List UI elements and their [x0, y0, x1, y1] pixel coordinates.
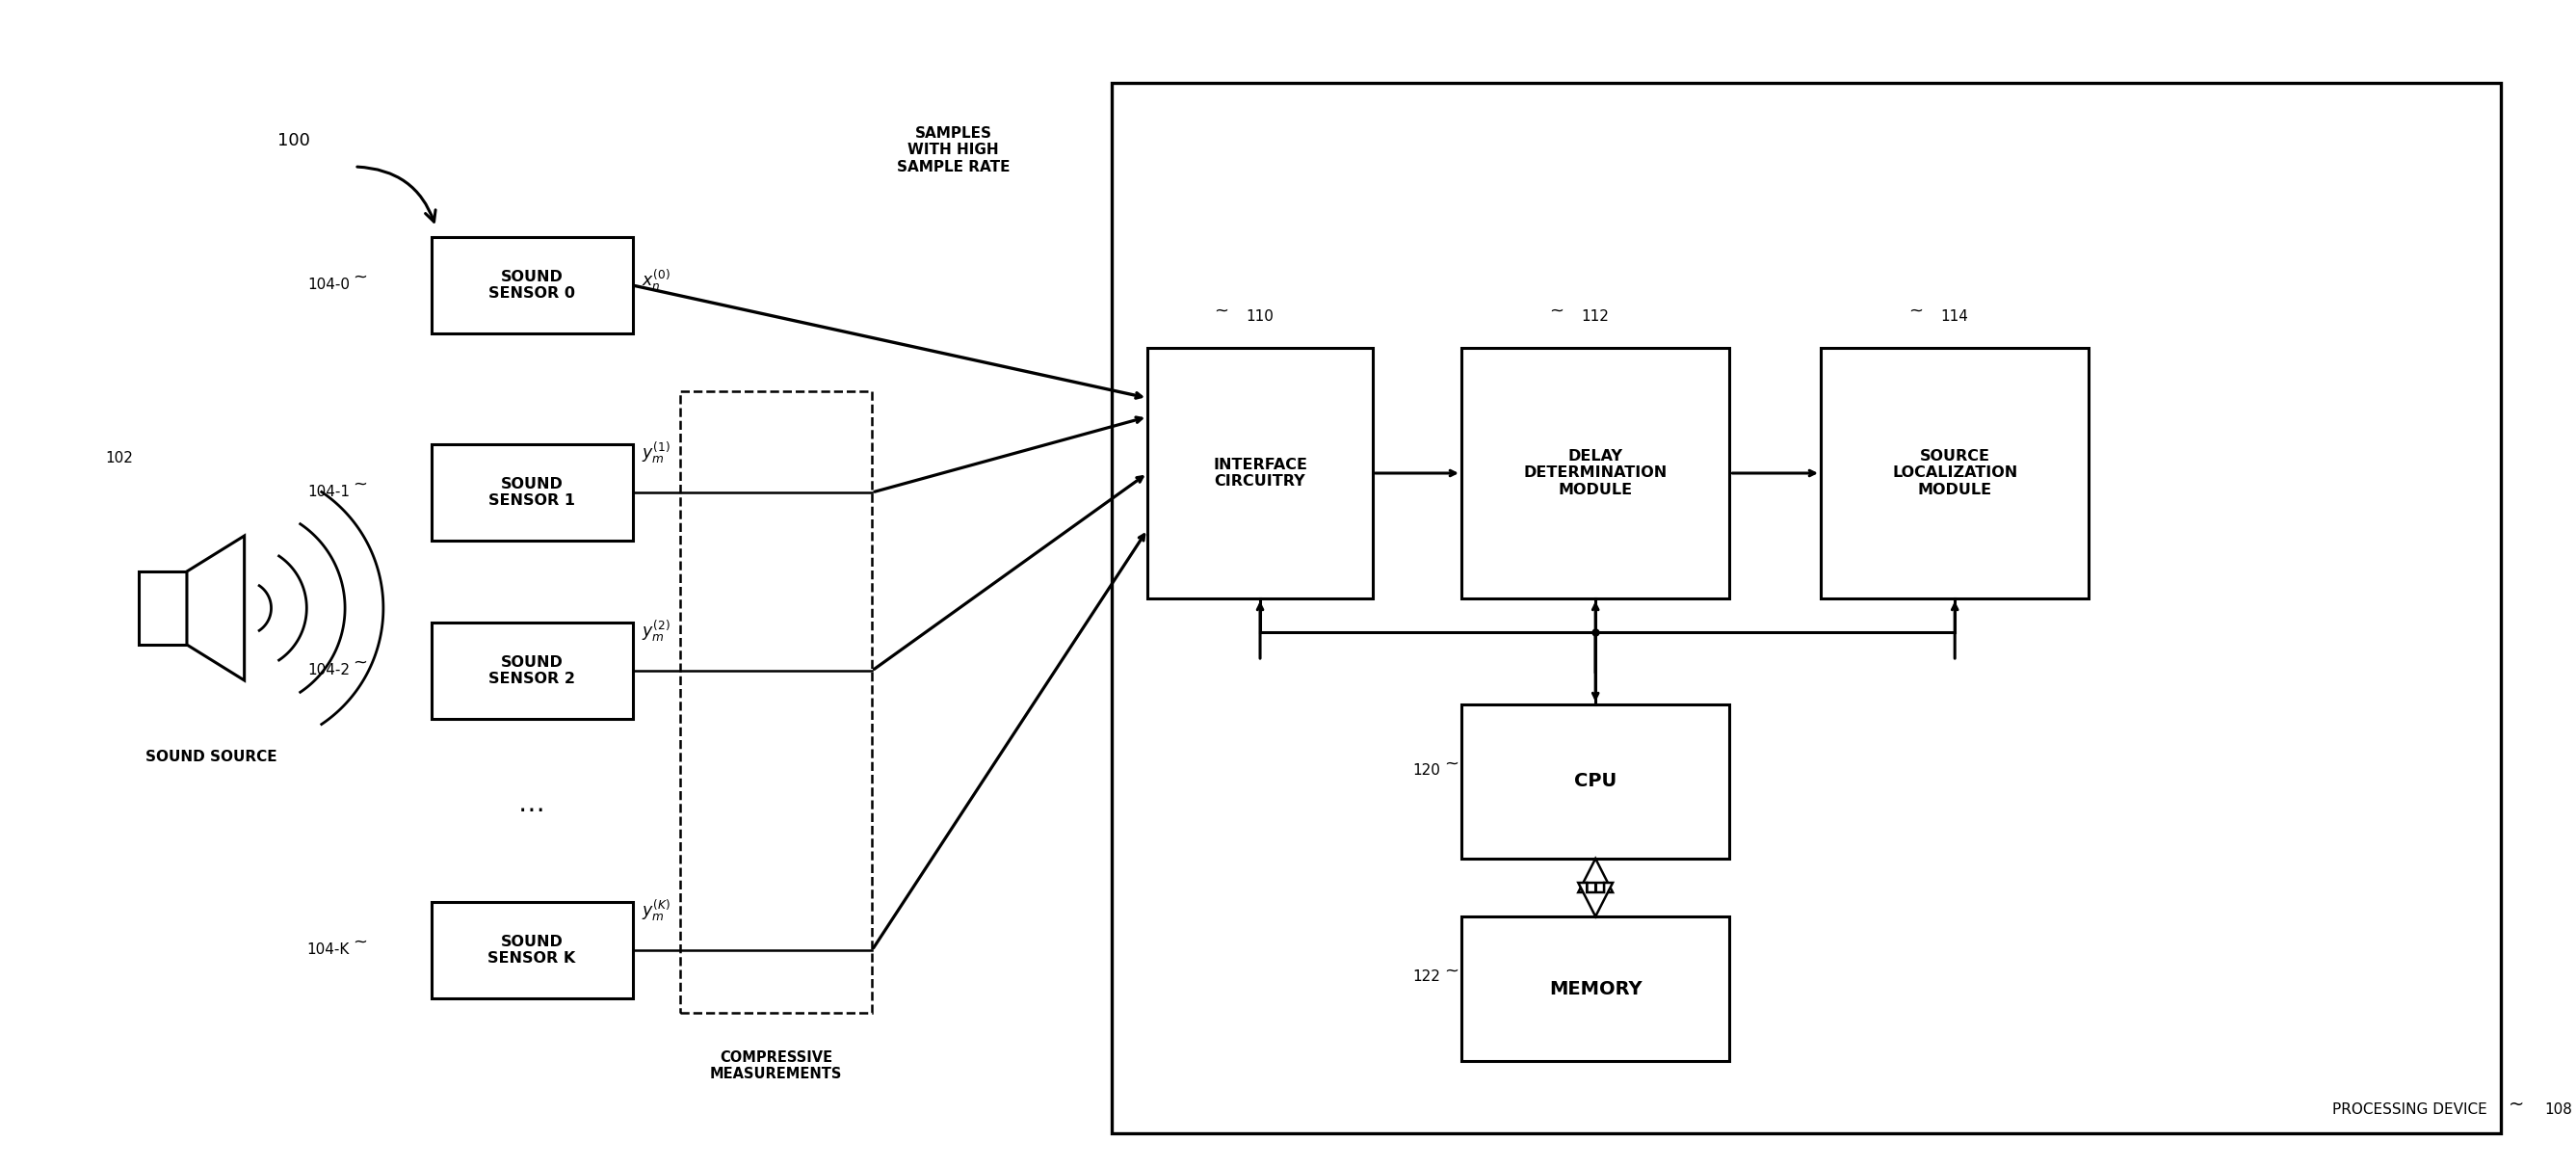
Bar: [1461, 916, 1728, 1061]
Text: ~: ~: [1551, 302, 1564, 320]
Bar: [1113, 83, 2501, 1133]
Text: SOUND
SENSOR K: SOUND SENSOR K: [487, 935, 577, 966]
Text: SOUND
SENSOR 1: SOUND SENSOR 1: [489, 477, 574, 508]
FancyArrowPatch shape: [358, 167, 435, 222]
Text: MEMORY: MEMORY: [1548, 979, 1641, 998]
Text: PROCESSING DEVICE: PROCESSING DEVICE: [2331, 1102, 2486, 1117]
Text: SOUND SOURCE: SOUND SOURCE: [144, 750, 276, 764]
Text: $y_m^{(1)}$: $y_m^{(1)}$: [641, 440, 670, 466]
Text: 108: 108: [2545, 1102, 2571, 1117]
Text: DELAY
DETERMINATION
MODULE: DELAY DETERMINATION MODULE: [1522, 449, 1667, 497]
Bar: [430, 622, 634, 719]
Text: 104-2: 104-2: [307, 664, 350, 678]
Text: 104-0: 104-0: [307, 278, 350, 293]
Text: ~: ~: [353, 934, 368, 951]
Text: $x_n^{(0)}$: $x_n^{(0)}$: [641, 267, 670, 293]
Text: ~: ~: [353, 268, 368, 286]
Text: INTERFACE
CIRCUITRY: INTERFACE CIRCUITRY: [1213, 457, 1306, 489]
Bar: [1146, 348, 1373, 599]
Text: 104-K: 104-K: [307, 943, 350, 957]
Bar: [430, 445, 634, 540]
Text: COMPRESSIVE
MEASUREMENTS: COMPRESSIVE MEASUREMENTS: [711, 1050, 842, 1082]
Text: $y_m^{(2)}$: $y_m^{(2)}$: [641, 619, 670, 644]
Text: 100: 100: [278, 132, 312, 149]
Polygon shape: [139, 572, 188, 644]
Text: 112: 112: [1582, 309, 1610, 324]
Text: 104-1: 104-1: [307, 485, 350, 499]
Text: 120: 120: [1412, 763, 1440, 777]
Polygon shape: [188, 536, 245, 680]
Text: ~: ~: [2509, 1095, 2524, 1113]
Polygon shape: [1579, 882, 1613, 916]
Text: 110: 110: [1247, 309, 1273, 324]
Bar: [680, 391, 873, 1013]
Text: $y_m^{(K)}$: $y_m^{(K)}$: [641, 897, 670, 923]
Bar: [430, 902, 634, 998]
Text: CPU: CPU: [1574, 773, 1618, 791]
Polygon shape: [1579, 859, 1613, 893]
Bar: [430, 237, 634, 334]
Bar: [1461, 705, 1728, 859]
Text: 102: 102: [106, 452, 134, 466]
Text: ~: ~: [1445, 755, 1458, 773]
Text: SOUND
SENSOR 0: SOUND SENSOR 0: [489, 270, 574, 301]
Text: 114: 114: [1940, 309, 1968, 324]
Text: SOUND
SENSOR 2: SOUND SENSOR 2: [489, 655, 574, 686]
Bar: [1461, 348, 1728, 599]
Text: SOURCE
LOCALIZATION
MODULE: SOURCE LOCALIZATION MODULE: [1893, 449, 2017, 497]
Bar: [1821, 348, 2089, 599]
Text: ~: ~: [353, 476, 368, 494]
Text: ~: ~: [1213, 302, 1229, 320]
Text: 122: 122: [1412, 970, 1440, 985]
Text: ~: ~: [1445, 963, 1458, 980]
Text: SAMPLES
WITH HIGH
SAMPLE RATE: SAMPLES WITH HIGH SAMPLE RATE: [896, 126, 1010, 174]
Text: ~: ~: [1909, 302, 1924, 320]
Text: ⋯: ⋯: [518, 797, 546, 824]
Text: ~: ~: [353, 655, 368, 672]
